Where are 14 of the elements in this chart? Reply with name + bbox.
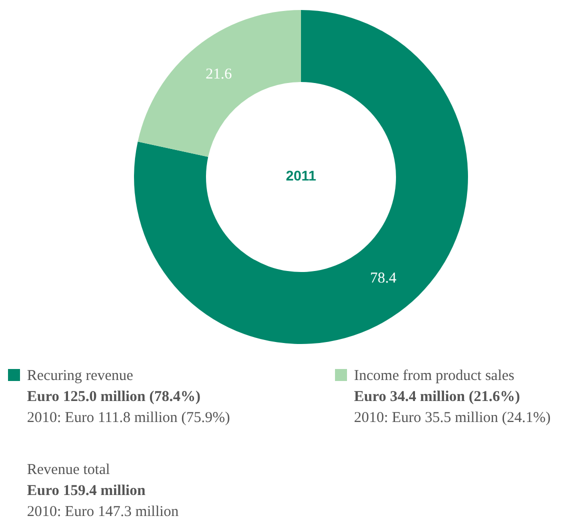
text: 2010: Euro 147.3 million [27, 504, 180, 520]
text: 2010: Euro 35.5 million (24.1%) [354, 410, 551, 426]
text: Euro 34.4 million (21.6%) [354, 389, 520, 405]
text: Euro 159.4 million [27, 483, 146, 499]
donut-slice [134, 10, 468, 344]
text: 2011 [286, 168, 316, 184]
legend-label: Income from product sales [354, 368, 515, 384]
donut-slice [138, 10, 301, 157]
data-label: 21.6 [206, 66, 232, 82]
text: 2010: Euro 111.8 million (75.9%) [27, 410, 230, 426]
data-label: 78.4 [370, 270, 397, 286]
text: Euro 125.0 million (78.4%) [27, 389, 200, 405]
legend-label: Recuring revenue [27, 368, 134, 384]
text: Revenue total [27, 462, 110, 478]
